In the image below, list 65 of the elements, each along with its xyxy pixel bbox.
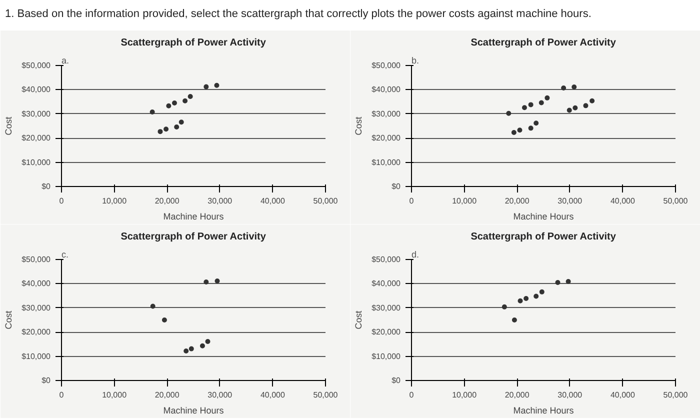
x-tick-label: 30,000 (558, 196, 583, 206)
x-tick-label: 10,000 (102, 196, 128, 206)
chart-subtitle: a. (62, 56, 70, 66)
y-tick-label: $40,000 (372, 279, 402, 288)
y-tick-label: $20,000 (22, 328, 52, 337)
x-tick-label: 0 (59, 390, 64, 400)
x-tick-label: 50,000 (313, 196, 338, 206)
y-tick-label: $10,000 (22, 352, 52, 361)
x-tick-label: 50,000 (663, 390, 688, 400)
y-tick-label: $10,000 (372, 352, 402, 361)
x-tick-label: 40,000 (610, 196, 636, 206)
chart-title: Scattergraph of Power Activity (120, 232, 266, 242)
y-axis-title: Cost (4, 116, 14, 136)
x-tick-label: 20,000 (154, 196, 180, 206)
y-tick-label: $30,000 (372, 303, 402, 312)
y-tick-label: $50,000 (372, 255, 402, 264)
y-tick-label: $20,000 (372, 328, 402, 337)
y-tick-label: $10,000 (372, 158, 402, 167)
chart-title: Scattergraph of Power Activity (470, 38, 616, 48)
y-tick-label: $50,000 (22, 61, 52, 70)
x-tick-label: 40,000 (260, 390, 286, 400)
y-tick-label: $0 (392, 182, 402, 191)
chart-title: Scattergraph of Power Activity (470, 232, 616, 242)
x-axis-title: Machine Hours (513, 406, 574, 416)
y-tick-label: $0 (392, 376, 402, 385)
y-tick-label: $40,000 (22, 279, 52, 288)
y-tick-label: $10,000 (22, 158, 52, 167)
x-tick-label: 0 (59, 196, 64, 206)
x-axis-title: Machine Hours (513, 212, 574, 222)
x-tick-label: 40,000 (260, 196, 286, 206)
x-tick-label: 30,000 (208, 390, 233, 400)
y-axis-title: Cost (4, 310, 14, 330)
text: 1. Based on the information provided, select the scattergraph that correctly plots the power costs against machine hours. (5, 7, 592, 22)
chart-subtitle: d. (412, 250, 420, 260)
y-tick-label: $20,000 (372, 134, 402, 143)
chart-subtitle: c. (62, 250, 69, 260)
y-tick-label: $30,000 (22, 303, 52, 312)
x-axis-title: Machine Hours (163, 212, 224, 222)
y-tick-label: $30,000 (22, 109, 52, 118)
x-tick-label: 50,000 (663, 196, 688, 206)
y-tick-label: $0 (42, 182, 52, 191)
x-tick-label: 30,000 (558, 390, 583, 400)
y-tick-label: $50,000 (22, 255, 52, 264)
x-tick-label: 0 (409, 196, 414, 206)
y-tick-label: $40,000 (22, 85, 52, 94)
y-axis-title: Cost (354, 116, 364, 136)
y-tick-label: $30,000 (372, 109, 402, 118)
y-axis-title: Cost (354, 310, 364, 330)
x-axis-title: Machine Hours (163, 406, 224, 416)
y-tick-label: $40,000 (372, 85, 402, 94)
chart-title: Scattergraph of Power Activity (120, 38, 266, 48)
y-tick-label: $20,000 (22, 134, 52, 143)
y-tick-label: $0 (42, 376, 52, 385)
x-tick-label: 20,000 (154, 390, 180, 400)
x-tick-label: 50,000 (313, 390, 338, 400)
x-tick-label: 30,000 (208, 196, 233, 206)
x-tick-label: 40,000 (610, 390, 636, 400)
x-tick-label: 20,000 (504, 390, 530, 400)
chart-subtitle: b. (412, 56, 420, 66)
x-tick-label: 10,000 (452, 196, 478, 206)
y-tick-label: $50,000 (372, 61, 402, 70)
x-tick-label: 10,000 (452, 390, 478, 400)
x-tick-label: 10,000 (102, 390, 128, 400)
x-tick-label: 0 (409, 390, 414, 400)
x-tick-label: 20,000 (504, 196, 530, 206)
